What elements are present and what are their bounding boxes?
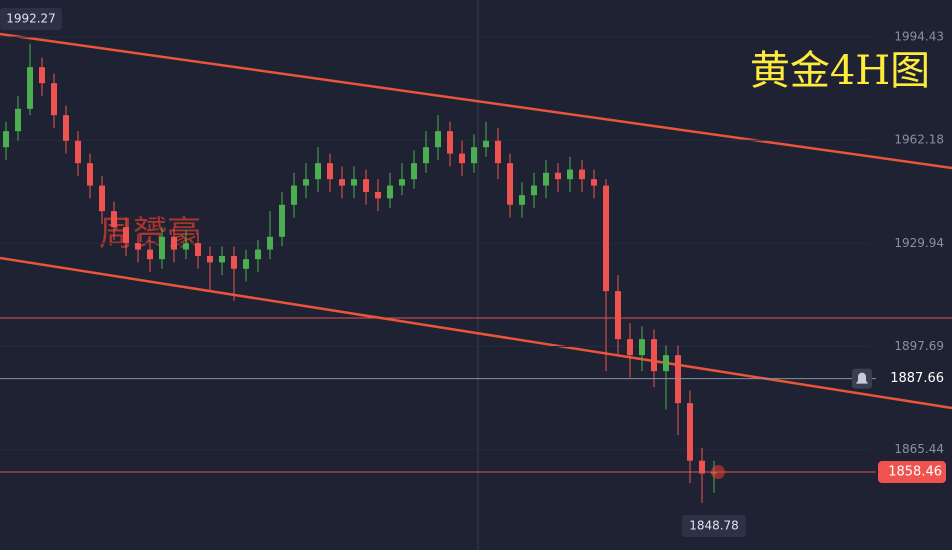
candle-body xyxy=(279,204,285,237)
y-tick-label: 1962.18 xyxy=(894,133,944,147)
candle-body xyxy=(435,131,441,148)
candle-body xyxy=(219,255,225,263)
candle-body xyxy=(39,67,45,84)
candle-body xyxy=(3,131,9,148)
candle-body xyxy=(123,227,129,244)
low-label-box xyxy=(682,515,746,537)
candle-body xyxy=(471,147,477,164)
candle-body xyxy=(663,355,669,372)
candle-body xyxy=(327,163,333,180)
alert-label-box xyxy=(878,367,946,390)
candle-body xyxy=(555,172,561,180)
candle-body xyxy=(399,179,405,186)
candle-body xyxy=(339,179,345,186)
candle-body xyxy=(603,185,609,292)
last-price-label: 1858.46 xyxy=(888,465,942,480)
candle-body xyxy=(363,179,369,192)
candle-body xyxy=(675,355,681,404)
candle-body xyxy=(639,339,645,356)
candle-body xyxy=(183,243,189,250)
candle-body xyxy=(483,140,489,148)
candle-body xyxy=(51,83,57,116)
candle-body xyxy=(111,211,117,228)
candle-body xyxy=(171,236,177,250)
candle-body xyxy=(579,169,585,180)
y-tick-label: 1897.69 xyxy=(894,339,944,353)
candle-body xyxy=(651,339,657,372)
alert-label: 1887.66 xyxy=(890,371,944,386)
last-price-glow xyxy=(711,465,725,480)
chart-title: 黄金4H图 xyxy=(750,48,930,94)
candle-body xyxy=(519,195,525,205)
candle-body xyxy=(411,163,417,180)
candle-body xyxy=(531,185,537,196)
plot: 1994.43 1962.18 1929.94 1897.69 1865.44 1992.… xyxy=(0,8,946,537)
candle-body xyxy=(687,403,693,461)
candle-body xyxy=(459,153,465,164)
candle-body xyxy=(591,179,597,186)
high-label-box xyxy=(0,8,62,30)
candle-body xyxy=(75,140,81,164)
candle-body xyxy=(495,140,501,164)
candle-body xyxy=(423,147,429,164)
y-tick-label: 1865.44 xyxy=(894,442,944,456)
candle-body xyxy=(207,255,213,263)
candle-body xyxy=(63,115,69,141)
y-tick-label: 1929.94 xyxy=(894,236,944,250)
candle-body xyxy=(507,163,513,205)
candle-body xyxy=(159,236,165,260)
candle-body xyxy=(387,185,393,199)
candle-body xyxy=(567,169,573,180)
high-label: 1992.27 xyxy=(6,12,56,26)
candle-body xyxy=(615,291,621,340)
trend-line-upper xyxy=(0,32,952,170)
candle-body xyxy=(447,131,453,154)
candle-body xyxy=(303,179,309,186)
low-label: 1848.78 xyxy=(689,519,739,533)
candle-body xyxy=(627,339,633,356)
candle-body xyxy=(543,172,549,186)
candle-body xyxy=(291,185,297,205)
candle-body xyxy=(27,67,33,109)
candle-body xyxy=(231,255,237,269)
candle-body xyxy=(87,163,93,186)
candle-body xyxy=(699,460,705,474)
candle-body xyxy=(255,249,261,260)
y-tick-label: 1994.43 xyxy=(894,30,944,44)
candle-body xyxy=(147,249,153,260)
candle-body xyxy=(135,243,141,250)
candle-body xyxy=(99,185,105,212)
bell-icon xyxy=(856,372,868,384)
candle-body xyxy=(243,259,249,269)
candle-body xyxy=(267,236,273,250)
candle-body xyxy=(351,179,357,186)
candle-body xyxy=(375,191,381,199)
candle-body xyxy=(15,108,21,132)
candle-body xyxy=(315,163,321,180)
trend-line-lower xyxy=(0,256,952,410)
candle-body xyxy=(195,243,201,256)
last-price-box xyxy=(878,461,946,484)
